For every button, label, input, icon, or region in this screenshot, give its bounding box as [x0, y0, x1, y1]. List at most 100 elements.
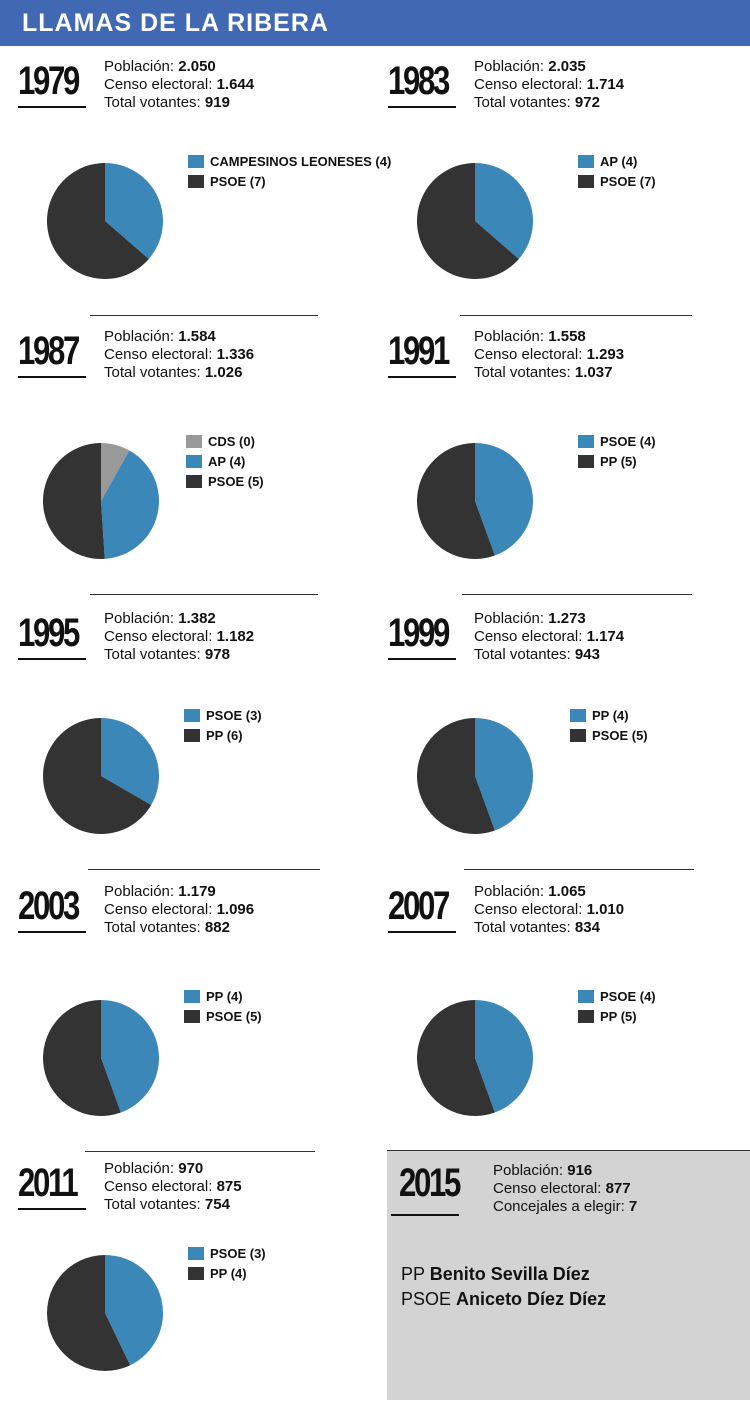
censo-label: Censo electoral: — [104, 628, 213, 645]
votantes-label: Total votantes: — [104, 94, 201, 111]
candidate-name: Aniceto Díez Díez — [456, 1289, 607, 1309]
votantes-label: Total votantes: — [104, 364, 201, 381]
pie-chart — [416, 1000, 533, 1116]
candidate-party: PSOE — [401, 1289, 452, 1309]
pie-slice — [475, 163, 533, 259]
votantes-row: Total votantes: 972 — [474, 94, 624, 112]
legend-item: PP (5) — [578, 1009, 656, 1029]
legend-item: AP (4) — [186, 454, 264, 474]
stats-block: Población: 2.035 Censo electoral: 1.714 To… — [474, 58, 624, 112]
legend-label: CDS (0) — [208, 434, 255, 449]
censo-label: Censo electoral: — [104, 346, 213, 363]
legend-label: PP (6) — [206, 728, 243, 743]
legend-label: PSOE (5) — [208, 474, 264, 489]
poblacion-value: 1.558 — [548, 328, 586, 345]
legend-label: PSOE (5) — [206, 1009, 262, 1024]
legend-label: AP (4) — [208, 454, 246, 469]
year-label: 1991 — [388, 329, 450, 373]
year-underline — [18, 106, 86, 108]
legend-swatch — [184, 990, 200, 1003]
pie-slice — [101, 718, 160, 805]
censo-value: 1.293 — [586, 346, 625, 363]
legend-item: PP (6) — [184, 728, 262, 748]
censo-value: 1.714 — [586, 76, 625, 93]
votantes-value: 972 — [574, 94, 600, 111]
legend-label: PSOE (3) — [206, 708, 262, 723]
censo-row: Censo electoral: 1.096 — [104, 901, 254, 919]
censo-label: Censo electoral: — [474, 628, 583, 645]
legend-item: PSOE (5) — [184, 1009, 262, 1029]
votantes-value: 834 — [574, 919, 600, 936]
legend-label: CAMPESINOS LEONESES (4) — [210, 154, 392, 169]
votantes-value: 1.026 — [204, 364, 243, 381]
legend-swatch — [188, 1247, 204, 1260]
pie-chart — [46, 163, 163, 279]
legend-label: PP (5) — [600, 454, 637, 469]
censo-row: Censo electoral: 1.644 — [104, 76, 254, 94]
year-label: 2011 — [18, 1161, 79, 1205]
election-panel-1979: 1979 Población: 2.050 Censo electoral: 1.6… — [18, 58, 391, 308]
legend-item: CAMPESINOS LEONESES (4) — [188, 154, 391, 174]
legend-swatch — [188, 155, 204, 168]
pie-chart — [42, 1000, 159, 1116]
pie-chart — [416, 163, 533, 279]
censo-row: Censo electoral: 1.010 — [474, 901, 624, 919]
pie-slice — [475, 1000, 533, 1113]
election-panel-2007: 2007 Población: 1.065 Censo electoral: 1.0… — [388, 883, 738, 1133]
censo-label: Censo electoral: — [474, 901, 583, 918]
legend-label: PSOE (3) — [210, 1246, 266, 1261]
legend-swatch — [578, 990, 594, 1003]
legend-label: PP (4) — [206, 989, 243, 1004]
year-underline — [388, 931, 456, 933]
separator-line — [462, 594, 692, 595]
page-title: LLAMAS DE LA RIBERA — [22, 9, 329, 37]
censo-row: Censo electoral: 1.174 — [474, 628, 624, 646]
legend-swatch — [570, 729, 586, 742]
legend-swatch — [578, 1010, 594, 1023]
poblacion-value: 2.050 — [178, 58, 216, 75]
election-panel-1995: 1995 Población: 1.382 Censo electoral: 1.1… — [18, 610, 368, 860]
censo-label: Censo electoral: — [104, 76, 213, 93]
legend: PP (4) PSOE (5) — [184, 989, 262, 1029]
legend-item: PSOE (7) — [578, 174, 656, 194]
pie-slice — [101, 443, 130, 501]
legend-label: PP (5) — [600, 1009, 637, 1024]
legend: PSOE (3) PP (6) — [184, 708, 262, 748]
pie-chart — [43, 718, 160, 834]
censo-value: 875 — [216, 1178, 242, 1195]
poblacion-row: Población: 1.065 — [474, 883, 624, 901]
poblacion-row: Población: 1.382 — [104, 610, 254, 628]
stats-block: Población: 916 Censo electoral: 877 Conc… — [493, 1162, 637, 1216]
censo-value: 1.174 — [586, 628, 625, 645]
legend: CDS (0) AP (4) PSOE (5) — [186, 434, 264, 494]
election-panel-1983: 1983 Población: 2.035 Censo electoral: 1.7… — [388, 58, 738, 308]
stats-block: Población: 1.273 Censo electoral: 1.174 To… — [474, 610, 624, 664]
poblacion-value: 916 — [567, 1162, 593, 1179]
pie-slice — [101, 450, 160, 559]
election-panel-1991: 1991 Población: 1.558 Censo electoral: 1.2… — [388, 328, 738, 578]
legend: PSOE (4) PP (5) — [578, 989, 656, 1029]
votantes-row: Total votantes: 1.026 — [104, 364, 254, 382]
legend-item: PSOE (4) — [578, 989, 656, 1009]
legend-item: PSOE (5) — [570, 728, 648, 748]
concejales-label: Concejales a elegir: — [493, 1198, 625, 1215]
separator-line — [464, 869, 694, 870]
separator-line — [85, 1151, 315, 1152]
separator-line — [460, 315, 692, 316]
poblacion-label: Población: — [474, 328, 545, 345]
pie-chart — [47, 1255, 164, 1371]
legend-swatch — [184, 729, 200, 742]
legend-swatch — [188, 1267, 204, 1280]
votantes-row: Total votantes: 754 — [104, 1196, 242, 1214]
censo-label: Censo electoral: — [474, 346, 583, 363]
legend-swatch — [186, 475, 202, 488]
stats-block: Población: 1.584 Censo electoral: 1.336 To… — [104, 328, 254, 382]
legend-item: PSOE (4) — [578, 434, 656, 454]
pie-slice — [475, 718, 533, 831]
votantes-label: Total votantes: — [474, 94, 571, 111]
legend-label: PSOE (4) — [600, 434, 656, 449]
separator-line — [90, 594, 318, 595]
candidate-name: Benito Sevilla Díez — [429, 1264, 590, 1284]
legend-item: PSOE (3) — [184, 708, 262, 728]
year-underline — [18, 658, 86, 660]
